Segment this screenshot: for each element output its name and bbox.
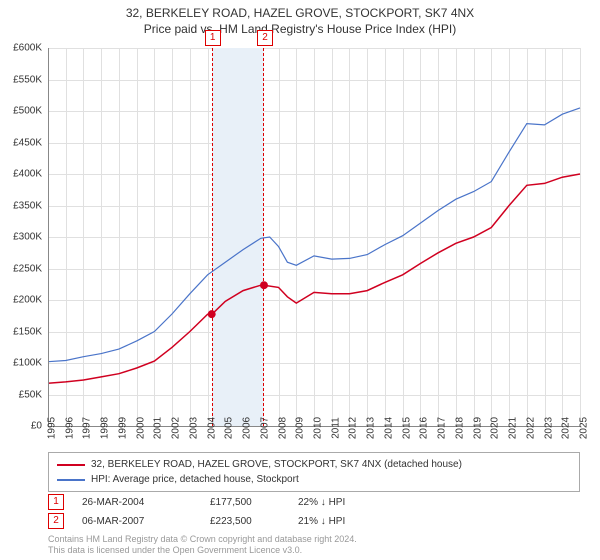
marker-label-1: 1 [205, 30, 221, 46]
x-tick-label: 2015 [401, 417, 412, 439]
y-tick-label: £350K [13, 200, 42, 211]
x-tick-label: 2011 [330, 417, 341, 439]
x-tick-label: 2023 [543, 417, 554, 439]
legend-swatch-property [57, 464, 85, 466]
x-tick-label: 2001 [153, 417, 164, 439]
x-tick-label: 2022 [525, 417, 536, 439]
series-hpi [48, 108, 580, 362]
chart-area: 1 2 £0£50K£100K£150K£200K£250K£300K£350K… [48, 48, 580, 426]
y-axis-line [48, 48, 49, 426]
y-tick-label: £150K [13, 326, 42, 337]
y-tick-label: £550K [13, 74, 42, 85]
legend-item-property: 32, BERKELEY ROAD, HAZEL GROVE, STOCKPOR… [57, 457, 571, 472]
y-tick-label: £300K [13, 232, 42, 243]
sale-dot [260, 281, 268, 289]
x-tick-label: 2013 [366, 417, 377, 439]
x-tick-label: 2021 [508, 417, 519, 439]
marker-label-2: 2 [257, 30, 273, 46]
x-tick-label: 2012 [348, 417, 359, 439]
y-tick-label: £0 [31, 421, 42, 432]
x-tick-label: 2019 [472, 417, 483, 439]
x-tick-label: 2003 [188, 417, 199, 439]
y-tick-label: £450K [13, 137, 42, 148]
transaction-marker: 2 [48, 513, 64, 529]
transaction-price: £223,500 [210, 516, 280, 527]
x-tick-label: 1996 [64, 417, 75, 439]
x-tick-label: 2018 [454, 417, 465, 439]
x-tick-label: 2014 [383, 417, 394, 439]
legend-label-hpi: HPI: Average price, detached house, Stoc… [91, 472, 299, 487]
plot-svg [48, 48, 580, 426]
legend-swatch-hpi [57, 479, 85, 481]
y-tick-label: £50K [19, 389, 42, 400]
title-address: 32, BERKELEY ROAD, HAZEL GROVE, STOCKPOR… [0, 6, 600, 22]
x-tick-label: 2000 [135, 417, 146, 439]
legend-label-property: 32, BERKELEY ROAD, HAZEL GROVE, STOCKPOR… [91, 457, 462, 472]
x-tick-label: 1995 [47, 417, 58, 439]
series-property [48, 174, 580, 383]
title-subtitle: Price paid vs. HM Land Registry's House … [0, 22, 600, 38]
x-tick-label: 2016 [419, 417, 430, 439]
x-tick-label: 2007 [259, 417, 270, 439]
title-block: 32, BERKELEY ROAD, HAZEL GROVE, STOCKPOR… [0, 6, 600, 37]
y-tick-label: £600K [13, 43, 42, 54]
y-tick-label: £400K [13, 169, 42, 180]
x-tick-label: 2009 [295, 417, 306, 439]
transaction-marker: 1 [48, 494, 64, 510]
attribution-line2: This data is licensed under the Open Gov… [48, 545, 580, 556]
y-tick-label: £500K [13, 106, 42, 117]
transaction-row: 2 06-MAR-2007 £223,500 21% ↓ HPI [48, 513, 580, 529]
x-tick-label: 2017 [437, 417, 448, 439]
transaction-price: £177,500 [210, 497, 280, 508]
legend: 32, BERKELEY ROAD, HAZEL GROVE, STOCKPOR… [48, 452, 580, 492]
x-tick-label: 2008 [277, 417, 288, 439]
legend-item-hpi: HPI: Average price, detached house, Stoc… [57, 472, 571, 487]
x-tick-label: 1997 [82, 417, 93, 439]
y-tick-label: £250K [13, 263, 42, 274]
attribution: Contains HM Land Registry data © Crown c… [48, 534, 580, 556]
x-tick-label: 2010 [313, 417, 324, 439]
x-tick-label: 2025 [579, 417, 590, 439]
y-tick-label: £100K [13, 358, 42, 369]
transactions-table: 1 26-MAR-2004 £177,500 22% ↓ HPI 2 06-MA… [48, 494, 580, 532]
y-tick-label: £200K [13, 295, 42, 306]
attribution-line1: Contains HM Land Registry data © Crown c… [48, 534, 580, 545]
transaction-date: 06-MAR-2007 [82, 516, 192, 527]
chart-container: 32, BERKELEY ROAD, HAZEL GROVE, STOCKPOR… [0, 0, 600, 560]
x-tick-label: 2024 [561, 417, 572, 439]
x-tick-label: 2005 [224, 417, 235, 439]
x-tick-label: 1998 [100, 417, 111, 439]
sale-dot [208, 310, 216, 318]
transaction-delta: 22% ↓ HPI [298, 497, 378, 508]
transaction-date: 26-MAR-2004 [82, 497, 192, 508]
x-tick-label: 2020 [490, 417, 501, 439]
x-tick-label: 2002 [171, 417, 182, 439]
x-tick-label: 1999 [117, 417, 128, 439]
x-tick-label: 2004 [206, 417, 217, 439]
transaction-delta: 21% ↓ HPI [298, 516, 378, 527]
transaction-row: 1 26-MAR-2004 £177,500 22% ↓ HPI [48, 494, 580, 510]
x-tick-label: 2006 [242, 417, 253, 439]
